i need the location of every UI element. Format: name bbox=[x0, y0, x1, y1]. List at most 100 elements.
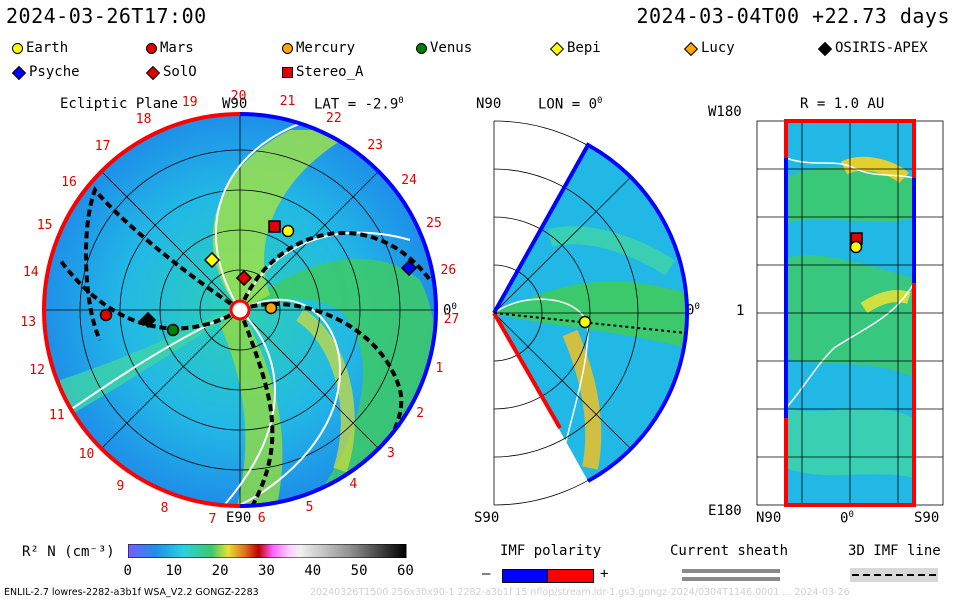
radial-zero-label: 00 bbox=[840, 510, 854, 527]
meridional-boundary-negative bbox=[492, 312, 562, 429]
imf-polarity-title: IMF polarity bbox=[500, 543, 602, 559]
ecliptic-plane-plot bbox=[42, 112, 438, 508]
outer-boundary-west bbox=[42, 112, 241, 508]
mars-marker-icon bbox=[146, 43, 157, 54]
meridional-plane-plot bbox=[492, 120, 690, 506]
colorbar-tick-0: 0 bbox=[123, 563, 132, 579]
current-sheath-title: Current sheath bbox=[670, 543, 789, 559]
carrington-tick-21: 21 bbox=[279, 94, 296, 110]
bepi-position bbox=[203, 251, 221, 269]
earth-position bbox=[281, 224, 295, 238]
carrington-tick-9: 9 bbox=[116, 478, 125, 494]
run-info: 2024-03-04T00 +22.73 days bbox=[636, 4, 950, 28]
carrington-tick-26: 26 bbox=[440, 262, 457, 278]
radial-one-label: 1 bbox=[736, 303, 745, 319]
radial-e180-label: E180 bbox=[708, 503, 742, 519]
carrington-tick-2: 2 bbox=[416, 405, 425, 421]
imf-polarity-plus: + bbox=[600, 566, 609, 582]
carrington-tick-18: 18 bbox=[135, 112, 152, 128]
colorbar-tick-10: 10 bbox=[165, 563, 183, 579]
legend-earth: Earth bbox=[12, 40, 68, 56]
density-band-west bbox=[60, 305, 240, 420]
simulation-time: 2024-03-26T17:00 bbox=[6, 4, 207, 28]
legend-mercury: Mercury bbox=[282, 40, 355, 56]
solo-marker-icon bbox=[145, 65, 161, 81]
psyche-position bbox=[400, 259, 418, 277]
solo-position bbox=[235, 269, 253, 287]
carrington-tick-13: 13 bbox=[20, 314, 37, 330]
radial-earth-position bbox=[849, 240, 863, 254]
imf-line-swatch bbox=[850, 568, 938, 582]
meridional-s90-label: S90 bbox=[474, 510, 500, 526]
legend-lucy: Lucy bbox=[683, 40, 735, 57]
outer-boundary-east bbox=[239, 112, 438, 508]
imf-line-title: 3D IMF line bbox=[848, 543, 941, 559]
stereo-a-position bbox=[268, 220, 281, 233]
density-ridge bbox=[295, 309, 355, 473]
carrington-tick-1: 1 bbox=[435, 360, 444, 376]
imf-polarity-minus: – bbox=[482, 566, 491, 582]
radial-s90-label: S90 bbox=[914, 510, 940, 526]
radial-r-label: R = 1.0 AU bbox=[800, 96, 885, 112]
lucy-marker-icon bbox=[683, 41, 699, 57]
colorbar bbox=[128, 544, 407, 558]
legend-psyche: Psyche bbox=[11, 64, 80, 81]
radial-map-plot bbox=[756, 119, 944, 507]
meridional-n90-label: N90 bbox=[476, 96, 502, 112]
carrington-tick-14: 14 bbox=[23, 265, 39, 281]
colorbar-label: R² N (cm⁻³) bbox=[22, 544, 115, 560]
venus-marker-icon bbox=[416, 43, 427, 54]
osiris-apex-position bbox=[139, 311, 157, 329]
carrington-tick-16: 16 bbox=[61, 175, 77, 191]
colorbar-tick-60: 60 bbox=[397, 563, 414, 579]
venus-position bbox=[166, 323, 180, 337]
colorbar-tick-40: 40 bbox=[304, 563, 322, 579]
bepi-marker-icon bbox=[549, 41, 565, 57]
carrington-tick-6: 6 bbox=[257, 511, 266, 527]
density-band-yellowgreen bbox=[212, 130, 360, 310]
colorbar-tick-30: 30 bbox=[258, 563, 275, 579]
radial-n90-label: N90 bbox=[756, 510, 782, 526]
carrington-tick-19: 19 bbox=[181, 95, 198, 110]
carrington-tick-8: 8 bbox=[160, 500, 169, 516]
osiris-apex-marker-icon bbox=[817, 41, 833, 57]
ecliptic-lat-label: LAT = -2.90 bbox=[314, 96, 404, 113]
stereo-a-marker-icon bbox=[282, 67, 293, 78]
carrington-tick-4: 4 bbox=[349, 477, 358, 493]
carrington-tick-22: 22 bbox=[326, 110, 342, 126]
legend-bepi: Bepi bbox=[549, 40, 601, 57]
carrington-tick-15: 15 bbox=[36, 218, 53, 234]
current-sheath-swatch-bottom bbox=[682, 577, 780, 581]
legend-venus: Venus bbox=[416, 40, 472, 56]
mars-position bbox=[99, 308, 113, 322]
carrington-tick-20: 20 bbox=[230, 89, 247, 104]
carrington-tick-10: 10 bbox=[78, 447, 95, 463]
footer-watermark: 20240326T1500 256x30x90-1 2282-a3b1f 15 … bbox=[310, 587, 850, 598]
ecliptic-zero-label: 00 bbox=[443, 302, 457, 319]
mercury-position bbox=[264, 301, 278, 315]
imf-polarity-positive-swatch bbox=[547, 569, 594, 583]
legend-stereo-a: Stereo_A bbox=[282, 64, 363, 80]
colorbar-tick-50: 50 bbox=[350, 563, 368, 579]
carrington-tick-3: 3 bbox=[387, 445, 395, 461]
psyche-marker-icon bbox=[11, 65, 27, 81]
meridional-density-ridge bbox=[562, 329, 602, 470]
carrington-tick-25: 25 bbox=[426, 215, 442, 231]
ecliptic-w90-label: W90 bbox=[222, 96, 248, 112]
current-sheath-swatch-top bbox=[682, 569, 780, 573]
carrington-tick-23: 23 bbox=[367, 137, 383, 153]
carrington-tick-24: 24 bbox=[401, 173, 417, 189]
ecliptic-e90-label: E90 bbox=[226, 510, 252, 526]
colorbar-tick-20: 20 bbox=[211, 563, 229, 579]
radial-w180-label: W180 bbox=[708, 104, 742, 120]
meridional-zero-label: 00 bbox=[686, 302, 700, 319]
sun-icon bbox=[229, 299, 251, 321]
legend-osiris-apex: OSIRIS-APEX bbox=[817, 40, 928, 57]
meridional-earth-position bbox=[578, 315, 592, 329]
carrington-tick-11: 11 bbox=[49, 408, 65, 424]
carrington-tick-27: 27 bbox=[443, 312, 460, 328]
footer-version: ENLIL-2.7 lowres-2282-a3b1f WSA_V2.2 GON… bbox=[4, 587, 259, 598]
legend-solo: SolO bbox=[145, 64, 197, 81]
carrington-tick-5: 5 bbox=[305, 499, 314, 515]
carrington-tick-12: 12 bbox=[29, 362, 45, 378]
